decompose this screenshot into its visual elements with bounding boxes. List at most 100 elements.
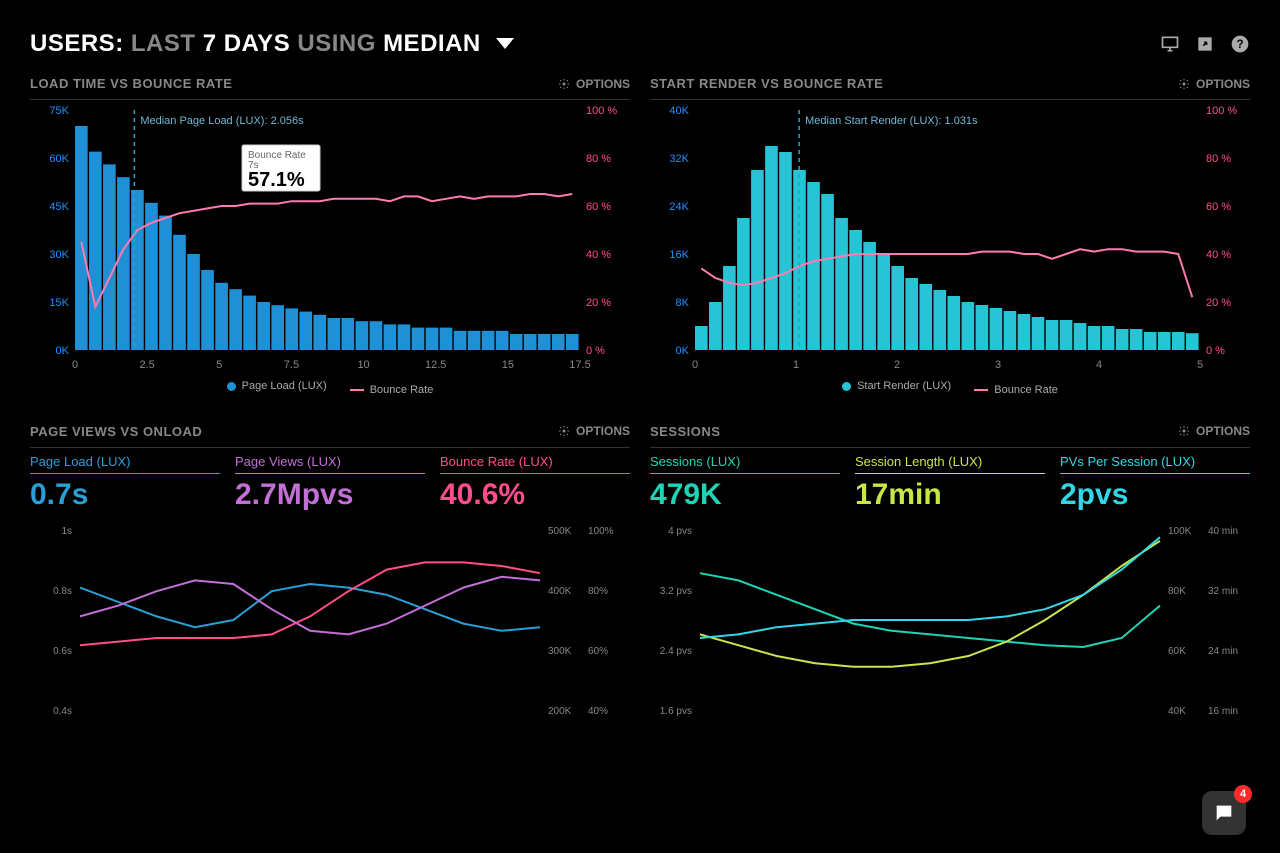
title-using: USING bbox=[297, 30, 376, 57]
svg-text:0: 0 bbox=[692, 359, 698, 371]
panel-startrender: START RENDER VS BOUNCE RATE OPTIONS 0K8K… bbox=[650, 68, 1250, 396]
panel-pageviews: PAGE VIEWS VS ONLOAD OPTIONS Page Load (… bbox=[30, 416, 630, 720]
svg-text:30K: 30K bbox=[49, 249, 69, 261]
metric: Page Views (LUX)2.7Mpvs bbox=[235, 454, 425, 512]
svg-text:12.5: 12.5 bbox=[425, 359, 446, 371]
desktop-icon[interactable] bbox=[1160, 34, 1180, 54]
svg-text:0K: 0K bbox=[56, 345, 70, 357]
metric: PVs Per Session (LUX)2pvs bbox=[1060, 454, 1250, 512]
options-button[interactable]: OPTIONS bbox=[1178, 77, 1250, 91]
metric-value: 2.7Mpvs bbox=[235, 478, 425, 512]
svg-text:5: 5 bbox=[216, 359, 222, 371]
help-icon[interactable]: ? bbox=[1230, 34, 1250, 54]
svg-text:16K: 16K bbox=[669, 249, 689, 261]
svg-text:5: 5 bbox=[1197, 359, 1203, 371]
svg-text:0.6s: 0.6s bbox=[53, 646, 72, 657]
svg-text:0 %: 0 % bbox=[1206, 345, 1225, 357]
svg-text:1: 1 bbox=[793, 359, 799, 371]
svg-text:40K: 40K bbox=[1168, 706, 1186, 717]
svg-text:32 min: 32 min bbox=[1208, 586, 1238, 597]
panel-title: START RENDER VS BOUNCE RATE bbox=[650, 76, 883, 91]
svg-text:40K: 40K bbox=[669, 105, 689, 117]
startrender-legend: Start Render (LUX) Bounce Rate bbox=[650, 380, 1250, 396]
svg-text:60K: 60K bbox=[1168, 646, 1186, 657]
svg-text:24K: 24K bbox=[669, 201, 689, 213]
svg-text:80 %: 80 % bbox=[586, 153, 611, 165]
svg-text:400K: 400K bbox=[548, 586, 572, 597]
svg-text:10: 10 bbox=[357, 359, 369, 371]
share-icon[interactable] bbox=[1195, 34, 1215, 54]
metric: Session Length (LUX) 17min bbox=[855, 454, 1045, 512]
options-button[interactable]: OPTIONS bbox=[558, 77, 630, 91]
svg-text:16 min: 16 min bbox=[1208, 706, 1238, 717]
svg-text:60%: 60% bbox=[588, 646, 608, 657]
svg-text:40 %: 40 % bbox=[1206, 249, 1231, 261]
svg-text:Median Start Render (LUX): 1.0: Median Start Render (LUX): 1.031s bbox=[805, 115, 978, 127]
svg-text:3: 3 bbox=[995, 359, 1001, 371]
page-title[interactable]: USERS: LAST 7 DAYS USING MEDIAN bbox=[30, 30, 514, 58]
svg-text:100 %: 100 % bbox=[586, 105, 617, 117]
svg-text:500K: 500K bbox=[548, 526, 572, 537]
chevron-down-icon[interactable] bbox=[496, 38, 514, 49]
svg-text:60 %: 60 % bbox=[1206, 201, 1231, 213]
chat-icon bbox=[1213, 802, 1235, 824]
svg-text:17.5: 17.5 bbox=[569, 359, 590, 371]
svg-text:200K: 200K bbox=[548, 706, 572, 717]
gear-icon bbox=[1178, 78, 1190, 90]
svg-text:45K: 45K bbox=[49, 201, 69, 213]
panel-sessions: SESSIONS OPTIONS Sessions (LUX)479KSessi… bbox=[650, 416, 1250, 720]
panel-title: SESSIONS bbox=[650, 424, 720, 439]
svg-text:20 %: 20 % bbox=[1206, 297, 1231, 309]
panel-title: LOAD TIME VS BOUNCE RATE bbox=[30, 76, 232, 91]
svg-text:24 min: 24 min bbox=[1208, 646, 1238, 657]
dashboard-grid: LOAD TIME VS BOUNCE RATE OPTIONS 0K15K30… bbox=[20, 68, 1260, 720]
metric-label: Sessions (LUX) bbox=[650, 454, 840, 474]
options-button[interactable]: OPTIONS bbox=[1178, 424, 1250, 438]
svg-text:57.1%: 57.1% bbox=[248, 169, 305, 191]
svg-text:40 %: 40 % bbox=[586, 249, 611, 261]
svg-text:4 pvs: 4 pvs bbox=[668, 526, 692, 537]
svg-text:80 %: 80 % bbox=[1206, 153, 1231, 165]
metric-label: Session Length (LUX) bbox=[855, 454, 1045, 474]
svg-text:2: 2 bbox=[894, 359, 900, 371]
svg-text:1.6 pvs: 1.6 pvs bbox=[660, 706, 692, 717]
metric-value: 479K bbox=[650, 478, 840, 512]
legend-a: Start Render (LUX) bbox=[857, 380, 951, 392]
svg-text:0.8s: 0.8s bbox=[53, 586, 72, 597]
metric: Page Load (LUX) 0.7s bbox=[30, 454, 220, 512]
svg-text:15: 15 bbox=[502, 359, 514, 371]
svg-text:?: ? bbox=[1236, 38, 1243, 51]
chat-button[interactable]: 4 bbox=[1202, 791, 1246, 835]
svg-text:3.2 pvs: 3.2 pvs bbox=[660, 586, 692, 597]
svg-text:0.4s: 0.4s bbox=[53, 706, 72, 717]
metric-label: Bounce Rate (LUX) bbox=[440, 454, 630, 474]
legend-b: Bounce Rate bbox=[994, 384, 1058, 396]
metric-label: Page Load (LUX) bbox=[30, 454, 220, 474]
svg-text:32K: 32K bbox=[669, 153, 689, 165]
svg-text:300K: 300K bbox=[548, 646, 572, 657]
panel-loadtime: LOAD TIME VS BOUNCE RATE OPTIONS 0K15K30… bbox=[30, 68, 630, 396]
svg-text:100 %: 100 % bbox=[1206, 105, 1237, 117]
svg-text:60 %: 60 % bbox=[586, 201, 611, 213]
loadtime-chart: 0K15K30K45K60K75K0 %20 %40 %60 %80 %100 … bbox=[30, 100, 630, 380]
svg-text:Median Page Load (LUX): 2.056s: Median Page Load (LUX): 2.056s bbox=[140, 115, 304, 127]
metric: Sessions (LUX) 479K bbox=[650, 454, 840, 512]
options-button[interactable]: OPTIONS bbox=[558, 424, 630, 438]
title-users: USERS: bbox=[30, 30, 124, 57]
page-header: USERS: LAST 7 DAYS USING MEDIAN ? bbox=[20, 30, 1260, 68]
metric-label: PVs Per Session (LUX) bbox=[1060, 454, 1250, 474]
svg-text:4: 4 bbox=[1096, 359, 1102, 371]
startrender-chart: 0K8K16K24K32K40K0 %20 %40 %60 %80 %100 %… bbox=[650, 100, 1250, 380]
legend-a: Page Load (LUX) bbox=[242, 380, 327, 392]
svg-text:60K: 60K bbox=[49, 153, 69, 165]
title-days: 7 DAYS bbox=[203, 30, 291, 57]
metric-value: 0.7s bbox=[30, 478, 220, 512]
sessions-metrics: Sessions (LUX) 479K Session Length (LUX) 17… bbox=[650, 454, 1250, 512]
metric-value: 17min bbox=[855, 478, 1045, 512]
svg-text:75K: 75K bbox=[49, 105, 69, 117]
loadtime-legend: Page Load (LUX) Bounce Rate bbox=[30, 380, 630, 396]
svg-text:0K: 0K bbox=[676, 345, 690, 357]
gear-icon bbox=[558, 78, 570, 90]
metric: Bounce Rate (LUX)40.6% bbox=[440, 454, 630, 512]
title-last: LAST bbox=[131, 30, 196, 57]
